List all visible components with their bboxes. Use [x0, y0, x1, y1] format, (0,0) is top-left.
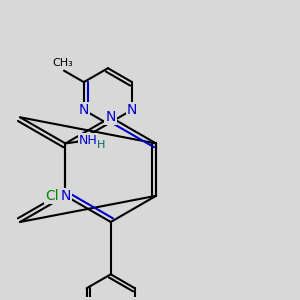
Text: N: N [60, 189, 70, 203]
Text: H: H [97, 140, 105, 150]
Text: CH₃: CH₃ [52, 58, 73, 68]
Text: NH: NH [79, 134, 98, 147]
Text: N: N [127, 103, 137, 117]
Text: N: N [79, 103, 89, 117]
Text: Cl: Cl [46, 189, 59, 203]
Text: N: N [106, 110, 116, 124]
